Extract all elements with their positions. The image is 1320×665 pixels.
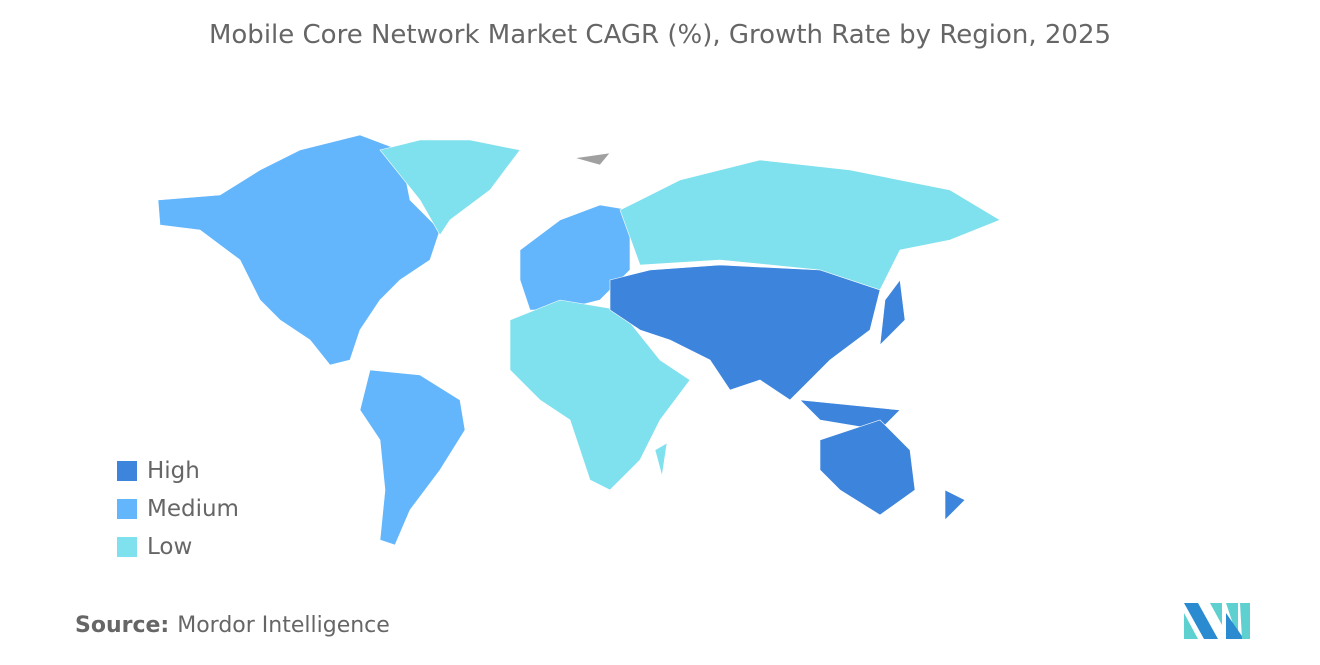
legend-swatch	[117, 499, 137, 519]
legend-swatch	[117, 461, 137, 481]
mordor-intelligence-logo	[1184, 603, 1250, 639]
region-no-data-svalbard	[574, 152, 611, 166]
legend: High Medium Low	[117, 452, 239, 566]
region-south-america	[359, 369, 466, 546]
legend-label: Medium	[147, 496, 239, 522]
region-asia	[609, 264, 881, 401]
region-russia	[619, 159, 1001, 291]
legend-label: Low	[147, 534, 193, 560]
legend-item-medium: Medium	[117, 490, 239, 528]
region-new-zealand	[944, 489, 966, 521]
source-note: Source: Mordor Intelligence	[75, 613, 390, 638]
region-greenland	[379, 139, 521, 236]
region-north-america	[157, 134, 441, 366]
legend-item-low: Low	[117, 528, 239, 566]
legend-item-high: High	[117, 452, 239, 490]
legend-label: High	[147, 458, 200, 484]
region-australia	[819, 419, 916, 516]
region-japan	[879, 279, 906, 346]
source-label: Source:	[75, 613, 170, 638]
region-madagascar	[654, 442, 668, 477]
chart-title: Mobile Core Network Market CAGR (%), Gro…	[208, 20, 1112, 50]
source-value: Mordor Intelligence	[177, 613, 390, 638]
legend-swatch	[117, 537, 137, 557]
